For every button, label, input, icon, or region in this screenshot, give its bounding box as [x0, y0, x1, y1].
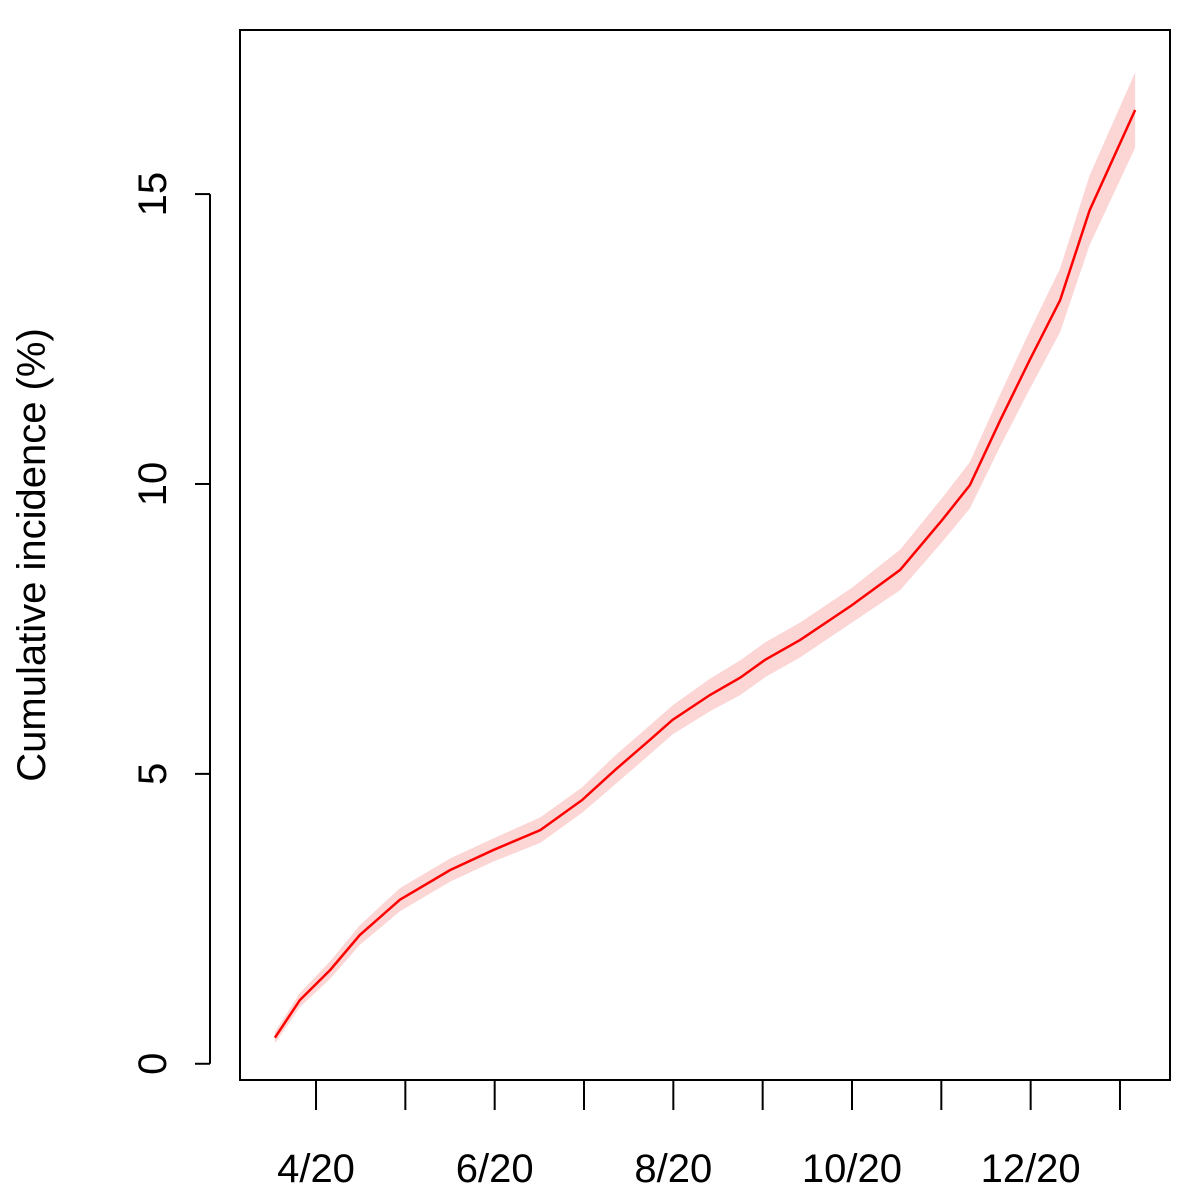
x-tick-label: 10/20: [802, 1147, 902, 1191]
x-tick-label: 6/20: [456, 1147, 534, 1191]
y-tick-label: 5: [131, 763, 175, 785]
y-tick-label: 15: [131, 172, 175, 217]
y-tick-label: 0: [131, 1053, 175, 1075]
y-axis-label: Cumulative incidence (%): [10, 328, 54, 782]
x-tick-label: 12/20: [981, 1147, 1081, 1191]
x-tick-label: 8/20: [634, 1147, 712, 1191]
x-tick-label: 4/20: [277, 1147, 355, 1191]
line: [273, 109, 1137, 1039]
y-tick-label: 10: [131, 462, 175, 507]
